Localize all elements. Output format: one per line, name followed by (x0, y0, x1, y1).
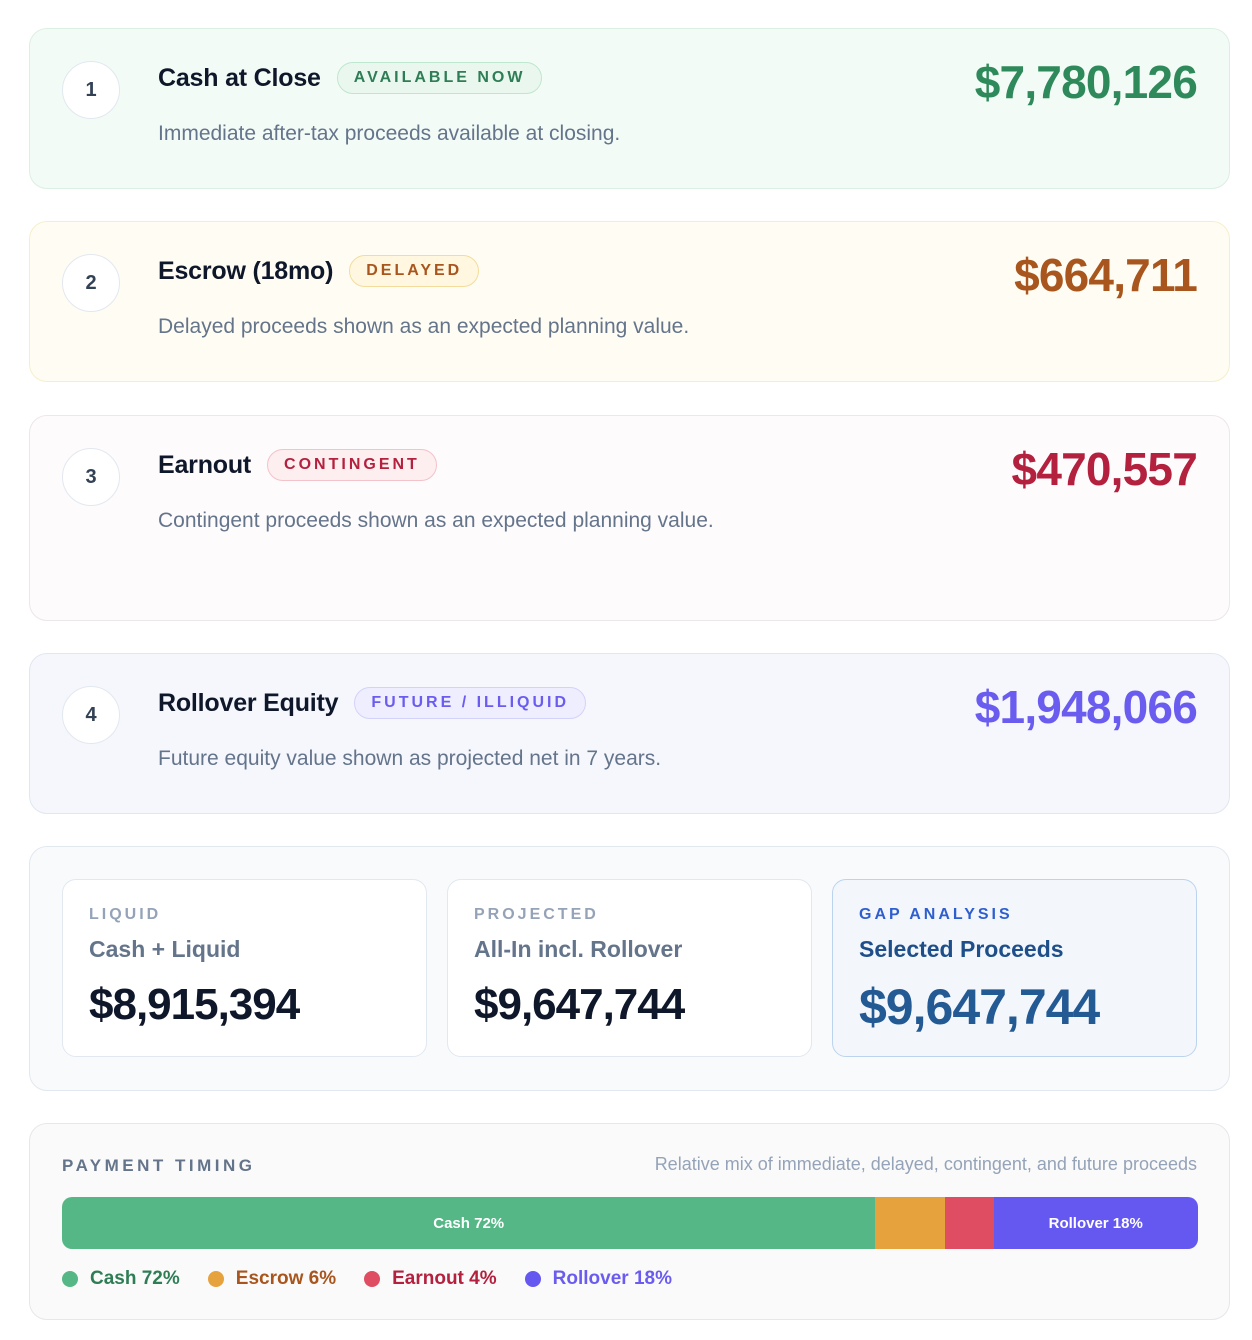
card-title: Rollover Equity (158, 688, 339, 717)
stat-gap-analysis[interactable]: GAP ANALYSIS Selected Proceeds $9,647,74… (832, 879, 1197, 1057)
proceeds-card-cash: 1 Cash at Close AVAILABLE NOW Immediate … (29, 28, 1230, 189)
card-amount: $1,948,066 (974, 681, 1198, 733)
card-description: Future equity value shown as projected n… (158, 747, 662, 770)
legend-item-cash: Cash 72% (62, 1268, 180, 1290)
timing-segment-escrow (875, 1197, 945, 1249)
card-amount: $470,557 (1011, 443, 1198, 495)
proceeds-card-escrow: 2 Escrow (18mo) DELAYED Delayed proceeds… (29, 221, 1230, 382)
card-title: Cash at Close (158, 63, 321, 92)
stat-label: All-In incl. Rollover (474, 936, 683, 962)
stat-value: $8,915,394 (89, 980, 300, 1029)
card-amount: $664,711 (1014, 249, 1198, 301)
legend-dot (62, 1271, 78, 1287)
timing-heading: PAYMENT TIMING (62, 1156, 256, 1175)
status-badge: DELAYED (349, 255, 480, 287)
timing-segment-rollover: Rollover 18% (993, 1197, 1198, 1249)
stat-kicker: GAP ANALYSIS (859, 906, 1013, 923)
status-badge: FUTURE / ILLIQUID (354, 687, 587, 719)
legend-item-earnout: Earnout 4% (364, 1268, 497, 1290)
card-title: Escrow (18mo) (158, 256, 334, 285)
legend-label: Escrow 6% (235, 1268, 337, 1289)
legend-label: Cash 72% (90, 1268, 180, 1289)
stat-kicker: LIQUID (89, 906, 162, 923)
stat-label: Selected Proceeds (859, 936, 1064, 962)
payment-timing-panel: PAYMENT TIMING Relative mix of immediate… (29, 1123, 1230, 1320)
legend-dot (364, 1271, 381, 1287)
status-badge: CONTINGENT (267, 449, 437, 481)
proceeds-card-earnout: 3 Earnout CONTINGENT Contingent proceeds… (29, 415, 1230, 621)
step-number: 2 (62, 254, 120, 312)
step-number: 3 (62, 448, 120, 506)
status-badge: AVAILABLE NOW (336, 62, 543, 94)
stat-value: $9,647,744 (859, 979, 1100, 1035)
timing-segment-cash: Cash 72% (62, 1197, 876, 1249)
stat-liquid: LIQUID Cash + Liquid $8,915,394 (62, 879, 427, 1057)
step-number: 1 (62, 61, 120, 119)
card-description: Immediate after-tax proceeds available a… (158, 122, 621, 145)
summary-panel: LIQUID Cash + Liquid $8,915,394 PROJECTE… (29, 846, 1230, 1091)
step-number: 4 (62, 686, 120, 744)
stat-label: Cash + Liquid (89, 936, 241, 962)
stat-value: $9,647,744 (474, 980, 685, 1029)
timing-segment-earnout (944, 1197, 994, 1249)
timing-subtitle: Relative mix of immediate, delayed, cont… (654, 1154, 1197, 1174)
stat-projected: PROJECTED All-In incl. Rollover $9,647,7… (447, 879, 812, 1057)
legend-item-escrow: Escrow 6% (207, 1268, 337, 1290)
card-description: Delayed proceeds shown as an expected pl… (158, 315, 690, 338)
legend-item-rollover: Rollover 18% (524, 1268, 672, 1290)
timing-legend: Cash 72% Escrow 6% Earnout 4% Rollover 1… (62, 1268, 700, 1290)
legend-label: Rollover 18% (552, 1268, 672, 1289)
stat-kicker: PROJECTED (474, 906, 599, 923)
legend-dot (524, 1271, 541, 1287)
proceeds-card-rollover: 4 Rollover Equity FUTURE / ILLIQUID Futu… (29, 653, 1230, 814)
legend-label: Earnout 4% (392, 1268, 497, 1289)
legend-dot (207, 1271, 224, 1287)
card-title: Earnout (158, 450, 252, 479)
timing-bar: Cash 72% Rollover 18% (62, 1197, 1198, 1249)
card-amount: $7,780,126 (974, 56, 1198, 108)
card-description: Contingent proceeds shown as an expected… (158, 509, 714, 532)
